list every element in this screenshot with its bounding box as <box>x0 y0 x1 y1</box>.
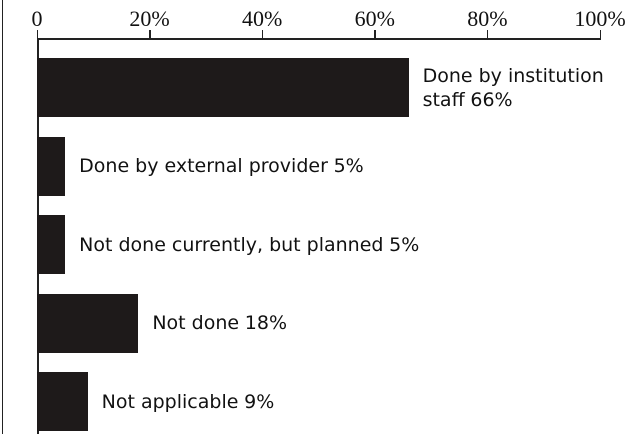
x-tick-label: 0 <box>31 6 43 31</box>
category-label: Not done <box>152 312 240 334</box>
category-label: Not applicable <box>101 390 239 413</box>
value-label: 66% <box>470 88 513 111</box>
tick-mark <box>149 30 151 38</box>
x-axis <box>37 38 601 40</box>
bar <box>37 372 88 431</box>
x-tick-label: 20% <box>129 6 170 31</box>
value-label: 5% <box>333 155 364 177</box>
value-label: 18% <box>244 312 287 334</box>
bar-label: Done by institution staff 66% <box>423 64 630 112</box>
bar <box>37 136 66 196</box>
bar <box>37 293 139 353</box>
tick-mark <box>374 30 376 38</box>
category-label: Done by external provider <box>79 155 328 177</box>
category-label: Done by institution staff <box>422 64 604 111</box>
tick-mark <box>36 30 38 38</box>
bar <box>37 215 66 274</box>
x-tick-label: 40% <box>242 6 283 31</box>
bar-label: Not applicable 9% <box>102 390 275 414</box>
frame-edge <box>2 0 3 434</box>
tick-mark <box>261 30 264 38</box>
tick-mark <box>486 30 489 38</box>
bar <box>37 58 409 117</box>
value-label: 9% <box>244 390 275 413</box>
x-tick-label: 100% <box>574 6 626 31</box>
bar-label: Not done currently, but planned 5% <box>79 233 419 257</box>
bar-label: Done by external provider 5% <box>79 154 364 178</box>
category-label: Not done currently, but planned <box>79 233 384 256</box>
bar-label: Not done 18% <box>152 311 287 335</box>
x-tick-label: 60% <box>354 6 395 31</box>
tick-mark <box>599 30 601 38</box>
value-label: 5% <box>389 233 420 256</box>
x-tick-label: 80% <box>467 6 508 31</box>
